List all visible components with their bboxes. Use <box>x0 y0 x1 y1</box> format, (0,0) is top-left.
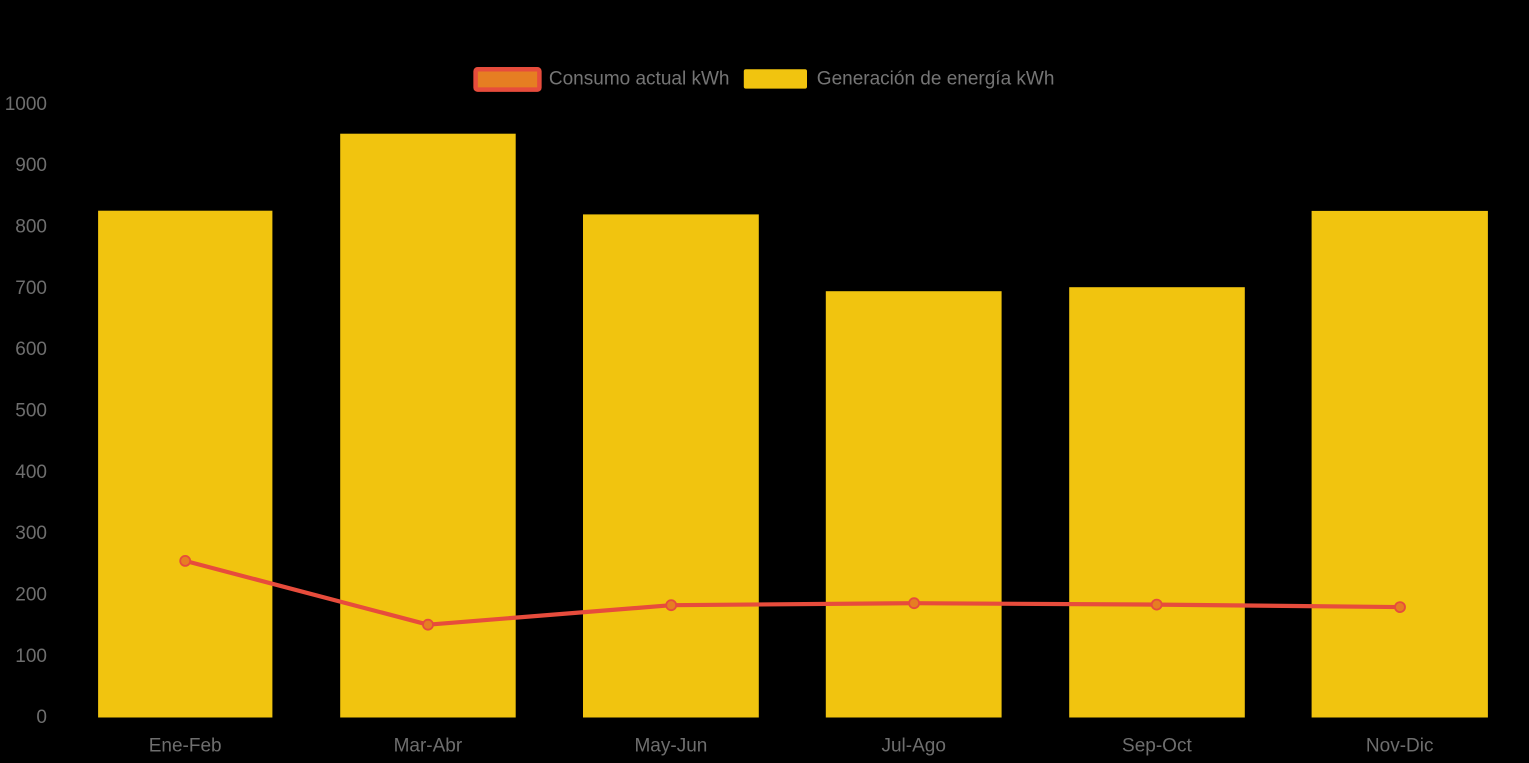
svg-text:Generación de energía kWh: Generación de energía kWh <box>817 68 1055 89</box>
svg-text:Jul-Ago: Jul-Ago <box>881 736 945 757</box>
svg-text:100: 100 <box>15 646 47 667</box>
svg-text:800: 800 <box>15 217 47 238</box>
svg-text:200: 200 <box>15 585 47 606</box>
svg-text:1000: 1000 <box>5 94 47 115</box>
svg-text:Consumo actual kWh: Consumo actual kWh <box>549 68 730 89</box>
svg-text:700: 700 <box>15 278 47 299</box>
svg-text:Nov-Dic: Nov-Dic <box>1366 736 1434 757</box>
svg-text:Ene-Feb: Ene-Feb <box>149 736 222 757</box>
svg-text:400: 400 <box>15 462 47 483</box>
svg-text:0: 0 <box>36 707 47 728</box>
svg-text:500: 500 <box>15 401 47 422</box>
svg-text:May-Jun: May-Jun <box>634 736 707 757</box>
svg-text:Mar-Abr: Mar-Abr <box>394 736 463 757</box>
svg-text:600: 600 <box>15 339 47 360</box>
svg-text:300: 300 <box>15 523 47 544</box>
svg-text:Sep-Oct: Sep-Oct <box>1122 736 1192 757</box>
svg-text:900: 900 <box>15 155 47 176</box>
